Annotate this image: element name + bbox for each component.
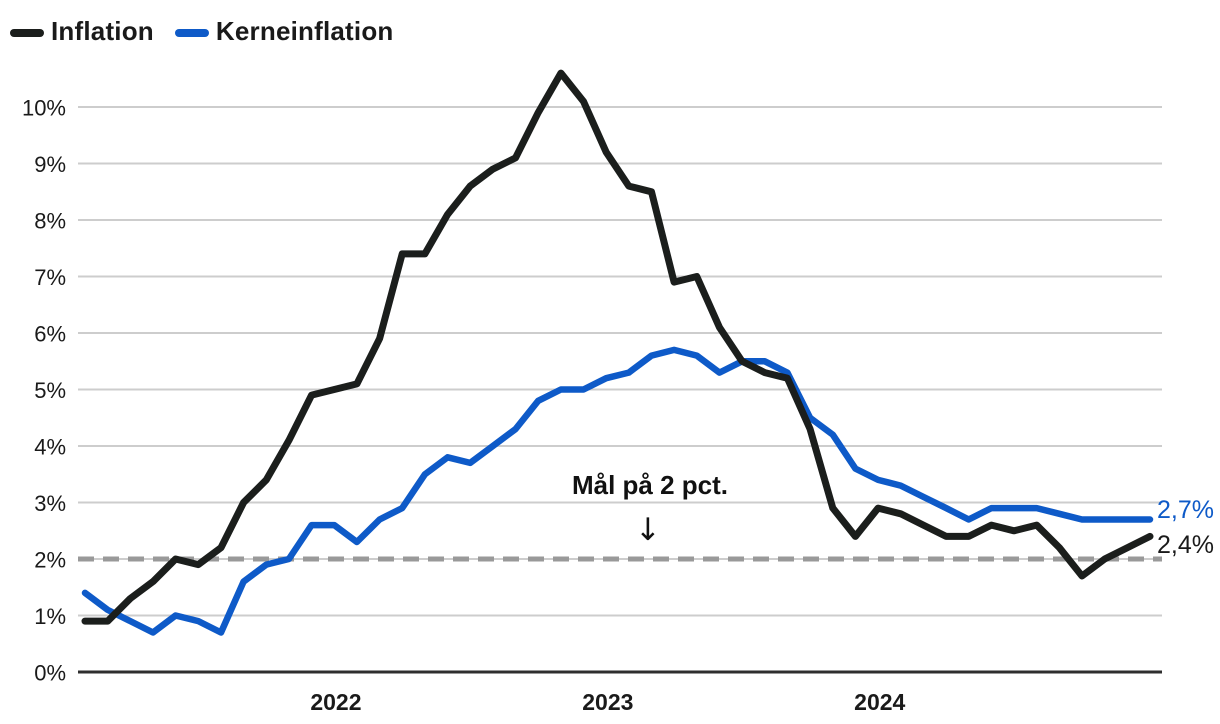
y-tick-label-3pct: 3% bbox=[34, 491, 66, 516]
inflation-end-value: 2,4% bbox=[1157, 531, 1214, 559]
kerneinflation-line-swatch bbox=[174, 28, 209, 37]
inflation-line bbox=[81, 69, 1154, 625]
x-tick-label-2023: 2023 bbox=[582, 689, 633, 715]
target-annotation-text: Mål på 2 pct. bbox=[572, 470, 728, 500]
kerneinflation-line bbox=[81, 346, 1154, 636]
gridlines bbox=[78, 106, 1162, 617]
y-tick-label-8pct: 8% bbox=[34, 209, 66, 234]
y-axis-labels: 0% 1% 2% 3% 4% 5% 6% 7% 8% 9% 10% bbox=[22, 96, 66, 686]
legend-label-kerneinflation: Kerneinflation bbox=[215, 16, 394, 46]
y-tick-label-4pct: 4% bbox=[34, 435, 66, 460]
legend-item-kerneinflation: Kerneinflation bbox=[174, 16, 394, 47]
inflation-line-swatch bbox=[10, 28, 44, 37]
series-lines bbox=[81, 69, 1154, 636]
y-tick-label-2pct: 2% bbox=[34, 548, 66, 573]
down-arrow-icon: ↓ bbox=[635, 512, 661, 548]
kerneinflation-end-value: 2,7% bbox=[1157, 496, 1214, 524]
legend-label-inflation: Inflation bbox=[51, 16, 154, 46]
legend-item-inflation: Inflation bbox=[10, 16, 154, 47]
y-tick-label-6pct: 6% bbox=[34, 322, 66, 347]
x-axis-labels: 2022 2023 2024 bbox=[310, 689, 905, 715]
y-tick-label-5pct: 5% bbox=[34, 378, 66, 403]
y-tick-label-7pct: 7% bbox=[34, 265, 66, 290]
y-tick-label-1pct: 1% bbox=[34, 604, 66, 629]
legend: Inflation Kerneinflation bbox=[10, 16, 394, 47]
y-tick-label-9pct: 9% bbox=[34, 152, 66, 177]
y-tick-label-0pct: 0% bbox=[34, 661, 66, 686]
x-tick-label-2024: 2024 bbox=[854, 689, 905, 715]
y-tick-label-10pct: 10% bbox=[22, 96, 66, 121]
x-tick-label-2022: 2022 bbox=[310, 689, 361, 715]
